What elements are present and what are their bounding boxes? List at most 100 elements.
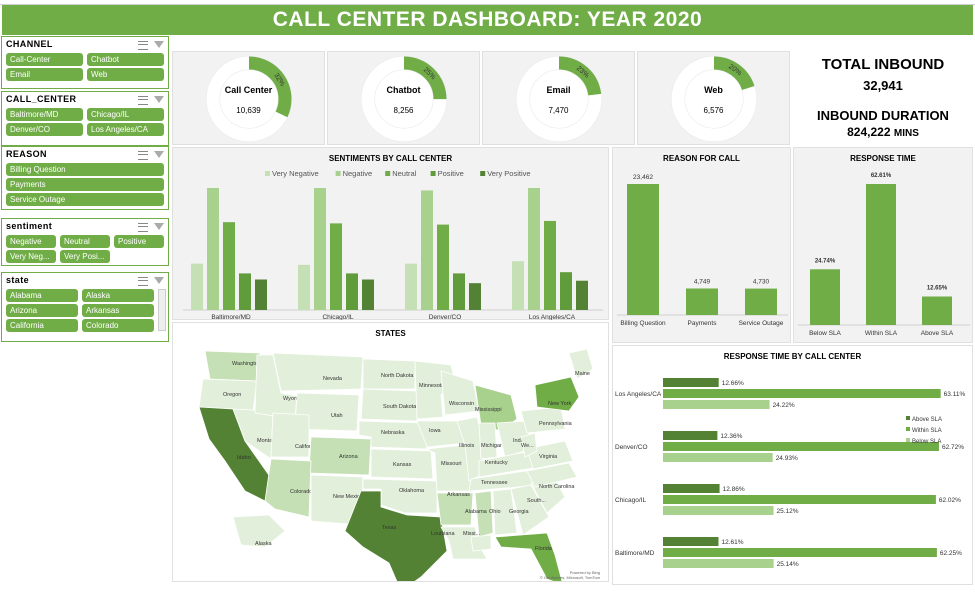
sentiment-chart-panel: SENTIMENTS BY CALL CENTER Very Negative N… [172, 147, 609, 320]
slicer-item-state[interactable]: California [6, 319, 78, 332]
slicer-item-reason[interactable]: Payments [6, 178, 164, 191]
state-region[interactable] [270, 412, 310, 458]
state-label: Alaska [255, 541, 272, 547]
slicer-item-state[interactable]: Arizona [6, 304, 78, 317]
donut-slice [671, 56, 757, 142]
state-region[interactable] [526, 440, 574, 470]
multi-select-icon[interactable] [138, 150, 148, 160]
slicer-item-state[interactable]: Arkansas [82, 304, 154, 317]
state-label: Kansas [393, 462, 412, 468]
center-response-bar [663, 453, 773, 462]
state-slicer-scrollbar[interactable] [158, 289, 166, 331]
slicer-item-sentiment[interactable]: Positive [114, 235, 164, 248]
slicer-item-sentiment[interactable]: Neutral [60, 235, 110, 248]
state-region[interactable] [478, 422, 498, 460]
slicer-item-channel[interactable]: Web [87, 68, 164, 81]
slicer-item-sentiment[interactable]: Very Neg... [6, 250, 56, 263]
channel-slicer: CHANNEL Call-Center Chatbot Email Web [1, 36, 169, 89]
state-label: New Mexico [333, 494, 363, 500]
state-region[interactable] [568, 348, 594, 380]
sheet-column-strip [0, 0, 975, 5]
state-region[interactable] [510, 484, 550, 536]
us-states-map[interactable]: Washington Oregon Idaho Montana Wyoming Nevad… [175, 341, 608, 581]
legend-swatch [906, 416, 910, 420]
slicer-item-call-center[interactable]: Baltimore/MD [6, 108, 83, 121]
center-response-bar [663, 389, 941, 398]
clear-filter-icon[interactable] [154, 222, 164, 230]
state-region[interactable] [470, 534, 492, 552]
sentiment-bar [191, 263, 203, 310]
state-label: Oregon [223, 392, 241, 398]
state-label: Pennsylvania [539, 421, 573, 427]
sentiment-bar [239, 273, 251, 310]
multi-select-icon[interactable] [138, 276, 148, 286]
state-region[interactable] [370, 448, 434, 480]
x-tick-label: Payments [688, 320, 718, 327]
slicer-item-channel[interactable]: Email [6, 68, 83, 81]
state-region[interactable] [272, 352, 364, 392]
state-region[interactable] [232, 514, 286, 548]
donut-chart: 32% [206, 56, 292, 142]
state-region[interactable] [436, 492, 474, 526]
clear-filter-icon[interactable] [154, 40, 164, 48]
slicer-item-reason[interactable]: Billing Question [6, 163, 164, 176]
x-tick-label: Below SLA [809, 330, 841, 337]
slicer-title: sentiment [6, 221, 53, 231]
center-response-bar [663, 378, 719, 387]
slicer-title: CHANNEL [6, 39, 53, 49]
reason-bar [686, 288, 718, 315]
state-region[interactable] [526, 462, 578, 488]
state-region[interactable] [344, 490, 448, 581]
clear-filter-icon[interactable] [154, 150, 164, 158]
clear-filter-icon[interactable] [154, 95, 164, 103]
slicer-item-call-center[interactable]: Los Angeles/CA [87, 123, 164, 136]
state-region[interactable] [474, 490, 494, 538]
state-label: Louisiana [431, 531, 455, 537]
legend-entry: Neutral [392, 169, 417, 178]
sentiment-bar [576, 280, 588, 310]
data-label: 62.25% [940, 550, 962, 557]
slicer-item-reason[interactable]: Service Outage [6, 193, 164, 206]
slicer-title: REASON [6, 149, 47, 159]
multi-select-icon[interactable] [138, 40, 148, 50]
slicer-item-channel[interactable]: Chatbot [87, 53, 164, 66]
state-region[interactable] [494, 532, 563, 581]
map-attribution: Powered by Bing [570, 570, 600, 575]
slicer-item-call-center[interactable]: Chicago/IL [87, 108, 164, 121]
donut-channel-label: Email [546, 85, 571, 95]
x-tick-label: Los Angeles/CA [529, 314, 576, 320]
multi-select-icon[interactable] [138, 95, 148, 105]
legend-swatch [430, 171, 436, 176]
reason-bar [627, 184, 659, 315]
state-label: Wyoming [283, 396, 306, 402]
state-region[interactable] [264, 458, 312, 518]
x-tick-label: Denver/CO [429, 314, 462, 320]
chart-title: REASON FOR CALL [663, 154, 740, 163]
center-response-bar [663, 484, 720, 493]
center-response-bar [663, 495, 936, 504]
data-label: 12.86% [723, 486, 745, 493]
state-region[interactable] [362, 358, 416, 390]
state-label: Missouri [441, 461, 461, 467]
state-region[interactable] [520, 406, 566, 434]
slicer-item-sentiment[interactable]: Negative [6, 235, 56, 248]
legend-entry: Negative [343, 169, 373, 178]
slicer-item-state[interactable]: Alaska [82, 289, 154, 302]
multi-select-icon[interactable] [138, 222, 148, 232]
slicer-item-state[interactable]: Colorado [82, 319, 154, 332]
slicer-item-state[interactable]: Alabama [6, 289, 78, 302]
state-region[interactable] [520, 432, 538, 458]
clear-filter-icon[interactable] [154, 276, 164, 284]
sentiment-slicer: sentiment Negative Neutral Positive Very Ne… [1, 218, 169, 266]
legend-swatch [385, 171, 391, 176]
x-tick-label: Service Outage [739, 320, 784, 327]
slicer-item-channel[interactable]: Call-Center [6, 53, 83, 66]
data-label: 24.93% [776, 455, 798, 462]
sentiment-bar [453, 273, 465, 310]
slicer-item-sentiment[interactable]: Very Posi... [60, 250, 110, 263]
state-region[interactable] [492, 488, 518, 536]
state-label: Alabama [465, 509, 488, 515]
state-region[interactable] [534, 376, 580, 412]
center-response-bar [663, 537, 719, 546]
slicer-item-call-center[interactable]: Denver/CO [6, 123, 83, 136]
